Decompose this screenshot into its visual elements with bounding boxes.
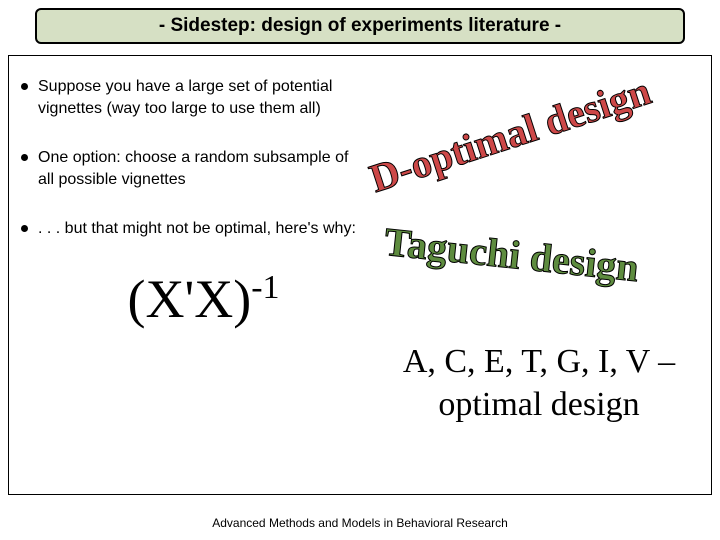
bullet-item: . . . but that might not be optimal, her…	[21, 218, 356, 240]
content-frame: Suppose you have a large set of potentia…	[8, 55, 712, 495]
formula: (X'X)-1	[51, 268, 356, 330]
bullet-text: One option: choose a random subsample of…	[38, 147, 356, 190]
formula-exponent: -1	[251, 269, 279, 306]
footer-text: Advanced Methods and Models in Behaviora…	[0, 516, 720, 530]
bullet-dot-icon	[21, 83, 28, 90]
slide: - Sidestep: design of experiments litera…	[0, 0, 720, 540]
bullet-text: Suppose you have a large set of potentia…	[38, 76, 356, 119]
bullet-item: Suppose you have a large set of potentia…	[21, 76, 356, 119]
bullet-dot-icon	[21, 225, 28, 232]
d-optimal-text: D-optimal design	[364, 67, 656, 202]
bullet-item: One option: choose a random subsample of…	[21, 147, 356, 190]
formula-base: (X'X)	[127, 269, 251, 329]
taguchi-text: Taguchi design	[382, 218, 641, 291]
left-column: Suppose you have a large set of potentia…	[21, 76, 356, 330]
slide-title: - Sidestep: design of experiments litera…	[35, 8, 685, 44]
right-column: D-optimal design Taguchi design A, C, E,…	[369, 56, 709, 496]
optimal-list-text: A, C, E, T, G, I, V – optimal design	[379, 341, 699, 426]
slide-title-text: - Sidestep: design of experiments litera…	[159, 15, 561, 37]
bullet-text: . . . but that might not be optimal, her…	[38, 218, 356, 240]
bullet-dot-icon	[21, 154, 28, 161]
